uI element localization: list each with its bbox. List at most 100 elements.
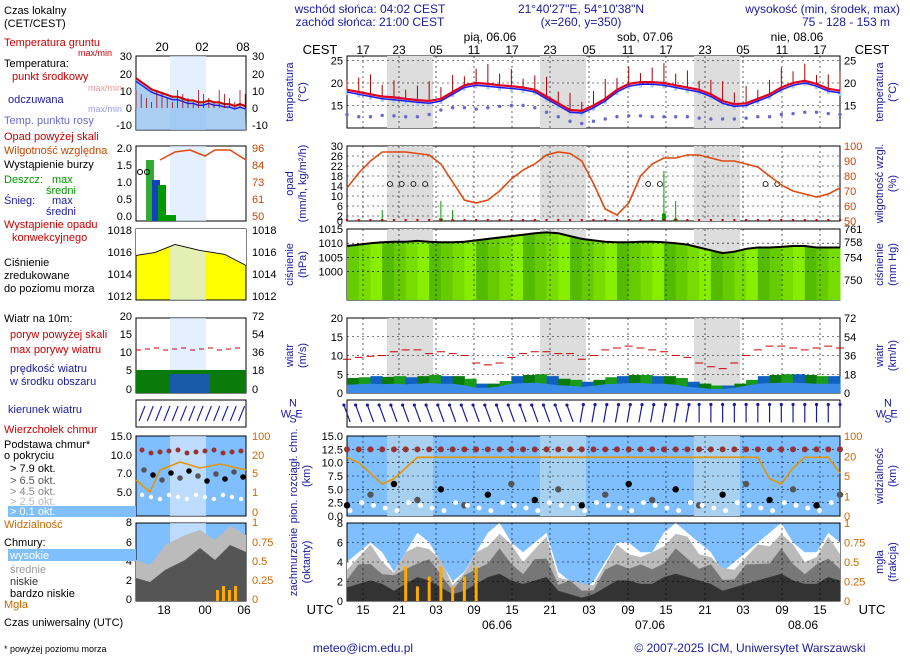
storm-marker: [657, 181, 663, 187]
cloud-base-dot: [766, 496, 773, 504]
press-right-title: ciśnienie: [874, 243, 886, 286]
cloudb-left-tick-label: 12.5: [322, 444, 343, 456]
cloud-top-dot: [449, 446, 456, 453]
pressure-fill: [675, 243, 688, 300]
wind-arrow-head: [518, 403, 522, 407]
cloud-base-low-dot: [406, 500, 412, 506]
legend-press-tick-l: 1016: [108, 247, 132, 259]
pressure-fill: [523, 233, 536, 300]
vis-right-tick-label: 1: [844, 491, 850, 503]
wind-arrow-head: [471, 403, 475, 407]
legend-fog-tick-r: 0.5: [252, 556, 267, 568]
legend-okt01-bg: [8, 506, 136, 517]
legend-dew: Temp. punktu rosy: [4, 115, 94, 127]
legend-wind-arrow: [229, 405, 237, 422]
wind-arrow: [638, 404, 643, 423]
height-values: 75 - 128 - 153 m: [802, 15, 890, 29]
legend-pressure-panel: 1018 1018 1016 1016 1014 1014 1012 1012: [108, 225, 277, 303]
day-label-3: nie, 08.06: [771, 30, 824, 44]
cloud-top-dot: [508, 446, 515, 453]
legend-wind-arrow: [221, 405, 229, 422]
utc-tick-1: 21: [392, 603, 406, 617]
legend-fog-bar: [234, 586, 237, 601]
legend-cloud-base-dot: [141, 467, 147, 473]
legend-cloud-base-low-dot: [202, 494, 208, 500]
cloudb-left-tick-label: 5.0: [328, 484, 343, 496]
cloud-top-dot: [402, 446, 409, 453]
dew-point-dot: [650, 115, 654, 119]
legend-wind-arrow: [188, 405, 196, 422]
utc-tick-0: 15: [356, 603, 370, 617]
legend-cloudb-tick-l: 7.0: [117, 468, 132, 480]
fog-bar: [462, 576, 466, 601]
wind-arrow: [355, 404, 363, 423]
wind-right-tick-label: 72: [844, 313, 856, 325]
convective-marker: [381, 219, 384, 221]
convective-marker: [463, 219, 466, 221]
wind-arrow-head: [494, 403, 499, 407]
utc-tick-12: 15: [813, 603, 827, 617]
legend-local-tick-0: 20: [155, 40, 169, 54]
cloud-base-low-dot: [617, 505, 623, 511]
convective-marker: [580, 219, 583, 221]
wind-arrow-head: [744, 402, 748, 407]
dew-point-dot: [779, 112, 784, 117]
legend-cloud-base-low-dot: [220, 492, 226, 498]
legend-cloudb-tick-l: 5.0: [117, 487, 132, 499]
temp-right-tick-label: 25: [844, 56, 856, 68]
legend-local-time: Czas lokalny: [4, 5, 67, 17]
legend-felt-maxmin: max/min: [88, 104, 122, 114]
vis-right-tick-label: 0: [844, 511, 850, 523]
wind-arrow-head: [447, 403, 452, 407]
precip-left-tick-label: 14: [331, 181, 343, 193]
convective-marker: [803, 219, 806, 221]
legend-wind-arrow: [146, 405, 154, 422]
wind-arrow-head: [697, 402, 701, 407]
convective-marker: [557, 219, 560, 221]
legend-cloud-tick-l: 6: [126, 537, 132, 549]
legend-wind-arrow: [155, 405, 163, 422]
convective-marker: [792, 219, 795, 221]
compass-label-right: E: [890, 409, 897, 421]
wind-arrow-head: [663, 403, 668, 407]
wind-arrow-head: [401, 403, 405, 407]
precip-left-title: opad: [284, 171, 296, 195]
dew-point-dot: [662, 115, 666, 119]
pressure-fill: [652, 242, 665, 300]
compass-label-left: E: [295, 409, 302, 421]
humidity-right-tick-label: 60: [844, 201, 856, 213]
wind-arrow-head: [721, 402, 725, 407]
legend-low: niskie: [10, 576, 38, 588]
dew-point-dot: [767, 115, 772, 119]
legend-pressure2: zredukowane: [4, 270, 69, 282]
cloud-top-dot: [719, 446, 726, 453]
legend-vlow: bardzo niskie: [10, 588, 75, 600]
cloud-left-tick-label: 4: [337, 557, 343, 569]
wind-arrow-head: [459, 403, 463, 407]
legend-precip-tick-r: 84: [252, 160, 264, 172]
legend-temp-maxmin: max/min: [88, 83, 122, 93]
cloud-top-dot: [426, 446, 433, 453]
cloudb-left-tick-label: 7.5: [328, 471, 343, 483]
date-bottom-2: 07.06: [635, 618, 665, 632]
wind-right-tick-label: 0: [844, 388, 850, 400]
legend-storm-icon: [137, 169, 143, 175]
email-link[interactable]: meteo@icm.edu.pl: [313, 641, 413, 655]
cloud-top-dot: [390, 446, 397, 453]
convective-marker: [533, 219, 536, 221]
wind-arrow: [484, 404, 492, 423]
cloud-base-low-dot: [394, 508, 400, 514]
pressure-fill: [487, 238, 501, 300]
pressure-fill: [710, 251, 724, 300]
night-band: [540, 146, 586, 221]
cloud-base-low-dot: [547, 500, 553, 506]
dew-point-dot: [697, 116, 701, 120]
legend-cloud-base-low-dot: [238, 496, 244, 502]
felt-temperature-line: [346, 82, 841, 114]
legend-wind-dir: kierunek wiatru: [8, 404, 82, 416]
utc-label-left: UTC: [307, 602, 334, 617]
legend-speed2: w środku obszaru: [9, 376, 96, 388]
pressure-fill: [757, 247, 771, 300]
legend-precip-bar-2: [158, 185, 166, 221]
legend-gust-over: poryw powyżej skali: [10, 329, 107, 341]
